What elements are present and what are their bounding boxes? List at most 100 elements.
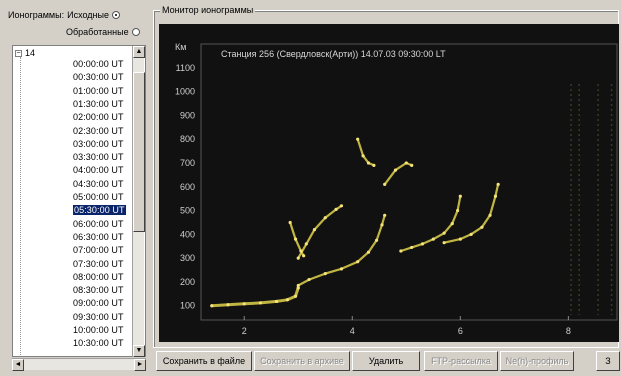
trace-point — [285, 298, 290, 302]
trace-point — [372, 163, 376, 167]
tree-item[interactable]: 06:30:00 UT — [73, 231, 124, 242]
radio-source-label[interactable]: Исходные — [67, 10, 109, 20]
trace-point — [399, 249, 403, 253]
tree-item[interactable]: 04:00:00 UT — [73, 165, 124, 176]
trace-point — [323, 272, 327, 276]
x-tick-label: 4 — [350, 326, 355, 336]
radio-processed[interactable] — [131, 28, 140, 36]
trace-point — [488, 213, 492, 217]
plot-frame — [200, 43, 618, 321]
trace-point — [383, 182, 387, 186]
ionogram-list-panel: Ионограммы: Исходные Обработанные − 14 0… — [0, 0, 152, 376]
y-tick-label: 300 — [180, 253, 195, 263]
trace-point — [312, 227, 317, 232]
time-tree[interactable]: − 14 00:00:00 UT 00:30:00 UT 01:00:00 UT 01… — [12, 45, 146, 357]
radio-source[interactable] — [111, 11, 120, 19]
trace-point — [258, 301, 263, 305]
trace-point — [302, 254, 306, 258]
trace-point — [356, 137, 360, 141]
tree-item[interactable]: 06:00:00 UT — [73, 218, 124, 229]
trace-point — [420, 242, 425, 246]
ionogram-trace — [356, 138, 375, 167]
trace-point — [431, 237, 435, 241]
trace-point — [404, 161, 408, 165]
y-axis-unit: Км — [175, 42, 186, 52]
trace-point — [356, 260, 360, 264]
collapse-icon[interactable]: − — [15, 49, 22, 57]
tree-item[interactable]: 03:00:00 UT — [73, 138, 124, 149]
tree-item[interactable]: 07:30:00 UT — [73, 258, 124, 269]
save-file-button[interactable]: Сохранить в файле — [156, 351, 252, 371]
tree-item[interactable]: 02:00:00 UT — [73, 112, 124, 123]
y-tick-label: 200 — [180, 277, 195, 287]
profile-button[interactable]: Ne(h)-профиль — [500, 351, 574, 371]
trace-point — [323, 216, 327, 220]
tree-item[interactable]: 01:00:00 UT — [73, 85, 124, 96]
tree-item[interactable]: 10:00:00 UT — [73, 325, 124, 335]
ionogram-trace — [297, 214, 386, 287]
chart-header: Станция 256 (Свердловск(Арти)) 14.07.03 … — [221, 49, 446, 59]
trace-point — [210, 304, 214, 308]
tree-item[interactable]: 07:00:00 UT — [73, 245, 124, 256]
y-tick-label: 700 — [180, 158, 195, 168]
trace-point — [296, 256, 300, 260]
tree-item[interactable]: 02:30:00 UT — [73, 125, 124, 136]
x-tick-label: 2 — [242, 326, 247, 336]
y-tick-label: 800 — [180, 134, 195, 144]
tree-item[interactable]: 05:30:00 UT — [73, 205, 126, 216]
ftp-send-button[interactable]: FTP-рассылка — [424, 351, 498, 371]
tree-vertical-scrollbar[interactable]: ▲ ▼ — [132, 46, 145, 357]
radio-row-source[interactable]: Ионограммы: Исходные — [8, 10, 120, 20]
scroll-right-icon[interactable]: ► — [134, 359, 146, 371]
trace-point — [293, 237, 298, 241]
tree-item[interactable]: 04:30:00 UT — [73, 178, 124, 189]
scroll-up-icon[interactable]: ▲ — [133, 46, 145, 58]
ionogram-trace — [383, 161, 413, 186]
x-tick-label: 8 — [566, 326, 571, 336]
tree-item[interactable]: 01:30:00 UT — [73, 98, 124, 109]
tree-item[interactable]: 03:30:00 UT — [73, 152, 124, 163]
trace-point — [458, 194, 462, 198]
trace-point — [366, 250, 371, 254]
close-button[interactable]: З — [596, 351, 620, 371]
ionogram-plot[interactable]: Станция 256 (Свердловск(Арти)) 14.07.03 … — [159, 24, 619, 342]
y-tick-label: 600 — [180, 182, 195, 192]
trace-point — [456, 208, 460, 213]
tree-item[interactable]: 10:30:00 UT — [73, 338, 124, 349]
trace-point — [469, 232, 473, 236]
tree-item[interactable]: 00:30:00 UT — [73, 72, 124, 83]
tree-item[interactable]: 09:30:00 UT — [73, 311, 124, 322]
tree-item[interactable]: 08:00:00 UT — [73, 271, 124, 282]
ionogram-chart: Станция 256 (Свердловск(Арти)) 14.07.03 … — [175, 42, 618, 336]
y-tick-label: 400 — [180, 229, 195, 239]
tree-item[interactable]: 00:00:00 UT — [73, 59, 124, 69]
save-archive-button[interactable]: Сохранить в архиве — [254, 351, 350, 371]
tree-connector-line — [20, 57, 22, 356]
y-tick-label: 500 — [180, 206, 195, 216]
tree-item[interactable]: 05:00:00 UT — [73, 192, 124, 202]
trace-point — [296, 286, 300, 290]
tree-horizontal-scrollbar[interactable]: ◄ ► — [12, 358, 146, 371]
trace-point — [496, 182, 500, 186]
scroll-left-icon[interactable]: ◄ — [12, 359, 24, 371]
trace-point — [275, 299, 279, 304]
ionogram-trace — [289, 221, 305, 257]
trace-point — [296, 283, 300, 288]
tree-node-day[interactable]: − 14 — [15, 48, 35, 58]
tree-item[interactable]: 09:00:00 UT — [73, 298, 124, 309]
tree-item[interactable]: 08:30:00 UT — [73, 285, 124, 296]
scrollbar-thumb[interactable] — [133, 72, 145, 232]
tree-node-label: 14 — [25, 48, 36, 58]
trace-point — [299, 249, 303, 253]
ionogram-trace — [297, 204, 343, 260]
y-tick-label: 900 — [180, 110, 195, 120]
radio-processed-label[interactable]: Обработанные — [66, 27, 129, 37]
delete-button[interactable]: Удалить — [352, 351, 420, 371]
trace-point — [450, 222, 454, 226]
y-tick-label: 100 — [180, 301, 195, 311]
radio-row-processed[interactable]: Обработанные — [66, 27, 140, 37]
y-tick-label: 1100 — [176, 63, 195, 73]
scroll-down-icon[interactable]: ▼ — [133, 345, 145, 357]
trace-point — [361, 154, 365, 158]
trace-point — [304, 242, 308, 246]
